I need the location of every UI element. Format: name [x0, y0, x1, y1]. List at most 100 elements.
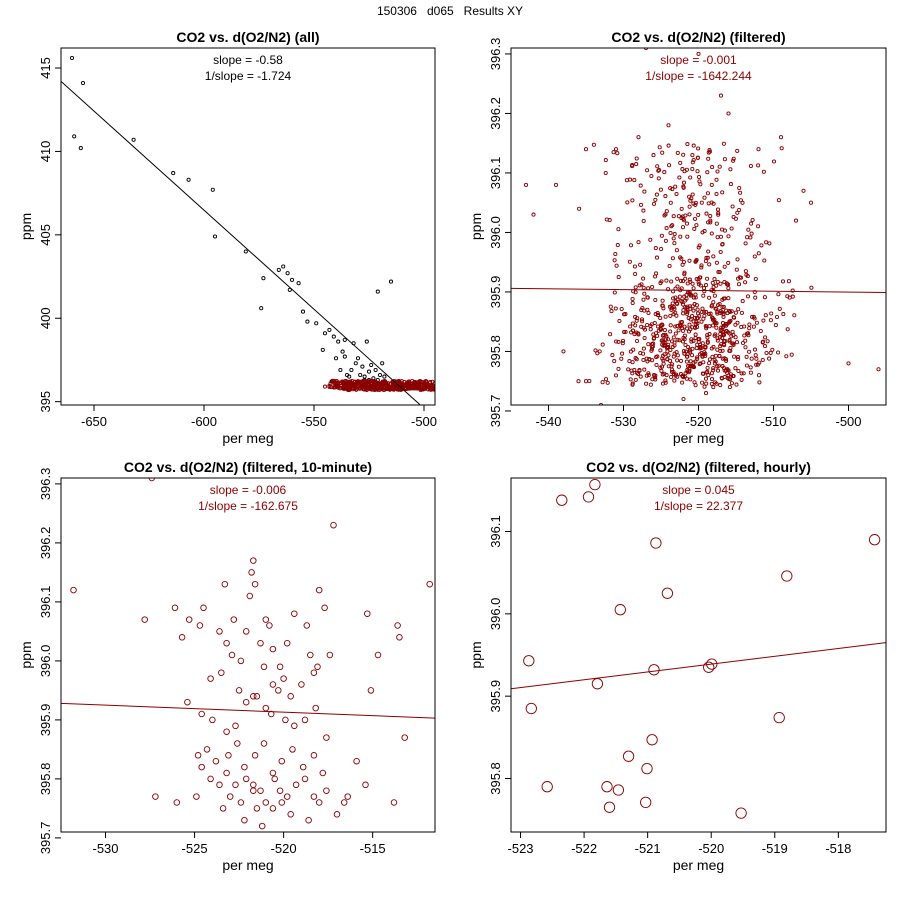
data-point: [333, 383, 338, 388]
data-point: [702, 350, 707, 355]
data-point: [695, 355, 700, 360]
data-point: [583, 379, 589, 384]
data-point: [253, 693, 261, 700]
data-point: [310, 793, 318, 800]
data-point: [693, 332, 698, 337]
data-point: [408, 385, 413, 390]
data-point: [756, 163, 761, 168]
data-point: [754, 356, 759, 361]
data-point: [630, 381, 635, 386]
data-point: [366, 385, 371, 390]
data-point: [523, 655, 535, 667]
data-point: [690, 192, 695, 197]
data-point: [726, 260, 731, 265]
data-point: [688, 175, 693, 180]
data-point: [714, 325, 719, 330]
data-point: [641, 762, 653, 775]
data-point: [394, 380, 399, 385]
data-point: [659, 368, 664, 373]
chart-panel-2: CO2 vs. d(O2/N2) (filtered) slope = -0.00…: [468, 29, 887, 446]
data-point: [250, 781, 257, 789]
data-point: [687, 204, 692, 209]
page-title: 150306 d065 Results XY: [376, 4, 524, 18]
data-point: [628, 243, 634, 248]
data-point: [644, 381, 649, 386]
data-points: [523, 48, 881, 405]
data-point: [670, 362, 675, 367]
data-point: [630, 198, 635, 203]
data-point: [669, 369, 675, 374]
data-point: [694, 303, 699, 308]
data-point: [754, 320, 759, 325]
data-point: [743, 269, 748, 274]
data-point: [781, 312, 786, 317]
data-point: [310, 669, 318, 676]
data-point: [342, 354, 347, 359]
data-point: [661, 339, 666, 345]
data-point: [743, 241, 748, 246]
data-point: [648, 237, 653, 242]
data-point: [714, 177, 719, 182]
data-point: [346, 386, 351, 391]
data-point: [704, 381, 709, 386]
data-point: [616, 366, 621, 371]
data-point: [784, 354, 789, 359]
data-point: [682, 272, 687, 277]
data-point: [203, 746, 211, 753]
data-point: [662, 170, 667, 175]
data-point: [694, 223, 699, 228]
data-point: [762, 295, 767, 300]
data-point: [663, 238, 668, 243]
data-point: [314, 321, 319, 326]
data-point: [676, 214, 681, 219]
data-point: [226, 793, 234, 800]
data-point: [327, 327, 332, 332]
data-point: [724, 358, 729, 363]
data-point: [727, 385, 732, 390]
data-point: [745, 235, 750, 240]
data-point: [185, 616, 193, 623]
data-point: [699, 200, 704, 205]
data-point: [605, 380, 610, 385]
x-tick-label: -521: [635, 841, 661, 856]
data-point: [642, 189, 647, 194]
data-point: [733, 366, 738, 371]
data-point: [735, 355, 741, 360]
data-point: [684, 221, 690, 226]
data-point: [218, 669, 225, 676]
data-point: [232, 722, 239, 730]
data-point: [381, 380, 386, 385]
data-point: [666, 364, 671, 369]
data-point: [713, 306, 718, 311]
data-point: [691, 143, 696, 148]
data-point: [640, 796, 652, 809]
chart-panel-4: CO2 vs. d(O2/N2) (filtered, hourly) slope…: [468, 459, 887, 873]
data-point: [762, 344, 768, 349]
data-point: [715, 207, 721, 212]
data-point: [752, 254, 757, 259]
data-point: [638, 202, 644, 207]
data-point: [749, 356, 754, 361]
data-point: [369, 382, 374, 387]
data-point: [330, 521, 337, 529]
data-point: [396, 634, 403, 641]
data-point: [708, 218, 713, 223]
y-tick-label: 395: [38, 391, 53, 413]
data-point: [691, 157, 696, 163]
data-point: [735, 210, 740, 215]
data-point: [344, 793, 351, 800]
data-point: [646, 373, 651, 378]
data-point: [428, 380, 433, 385]
data-point: [612, 784, 625, 796]
x-axis-label: per meg: [222, 857, 273, 873]
data-point: [748, 163, 753, 169]
data-point: [682, 324, 687, 329]
data-point: [347, 374, 352, 379]
data-point: [653, 246, 658, 251]
data-point: [650, 358, 655, 363]
data-point: [78, 146, 83, 151]
data-points: [70, 478, 433, 830]
data-point: [655, 311, 660, 316]
data-point: [760, 339, 766, 344]
x-tick-label: -523: [508, 841, 534, 856]
